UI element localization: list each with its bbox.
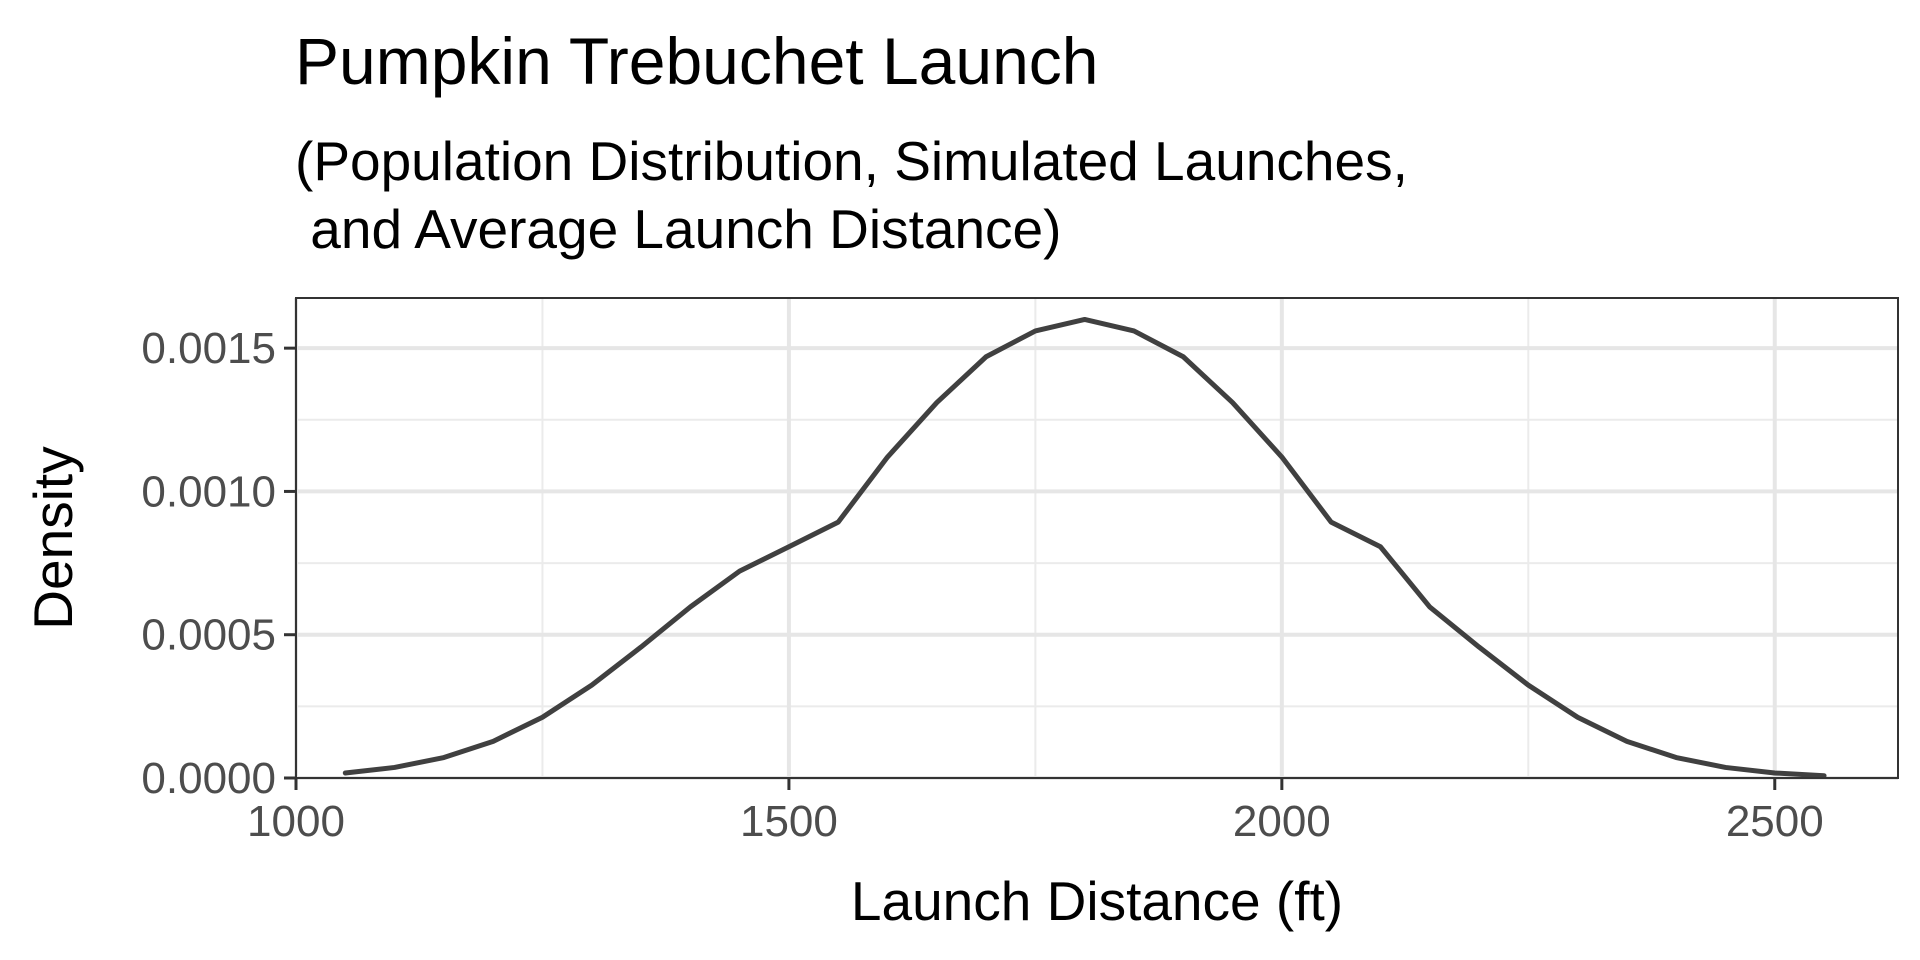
density-curve-line (342, 316, 1827, 779)
y-axis-label: Density (22, 446, 84, 630)
plot-panel (294, 297, 1899, 780)
chart-subtitle-line-2: and Average Launch Distance) (295, 198, 1061, 260)
y-tick-label: 0.0010 (141, 467, 276, 516)
x-axis: 1000 1500 2000 2500 (247, 778, 1824, 846)
chart-subtitle-line-1: (Population Distribution, Simulated Laun… (295, 130, 1408, 192)
y-tick-label: 0.0005 (141, 611, 276, 660)
x-tick-label: 2000 (1233, 797, 1331, 846)
x-tick-label: 2500 (1726, 797, 1824, 846)
x-tick-label: 1000 (247, 797, 345, 846)
chart-title: Pumpkin Trebuchet Launch (295, 24, 1099, 98)
y-tick-label: 0.0000 (141, 754, 276, 803)
y-tick-label: 0.0015 (141, 324, 276, 373)
density-series (342, 316, 1827, 779)
plot-background (296, 298, 1898, 778)
plot-border (295, 297, 1899, 779)
y-axis: 0.0000 0.0005 0.0010 0.0015 (141, 324, 296, 803)
x-tick-label: 1500 (740, 797, 838, 846)
x-axis-label: Launch Distance (ft) (851, 870, 1343, 932)
